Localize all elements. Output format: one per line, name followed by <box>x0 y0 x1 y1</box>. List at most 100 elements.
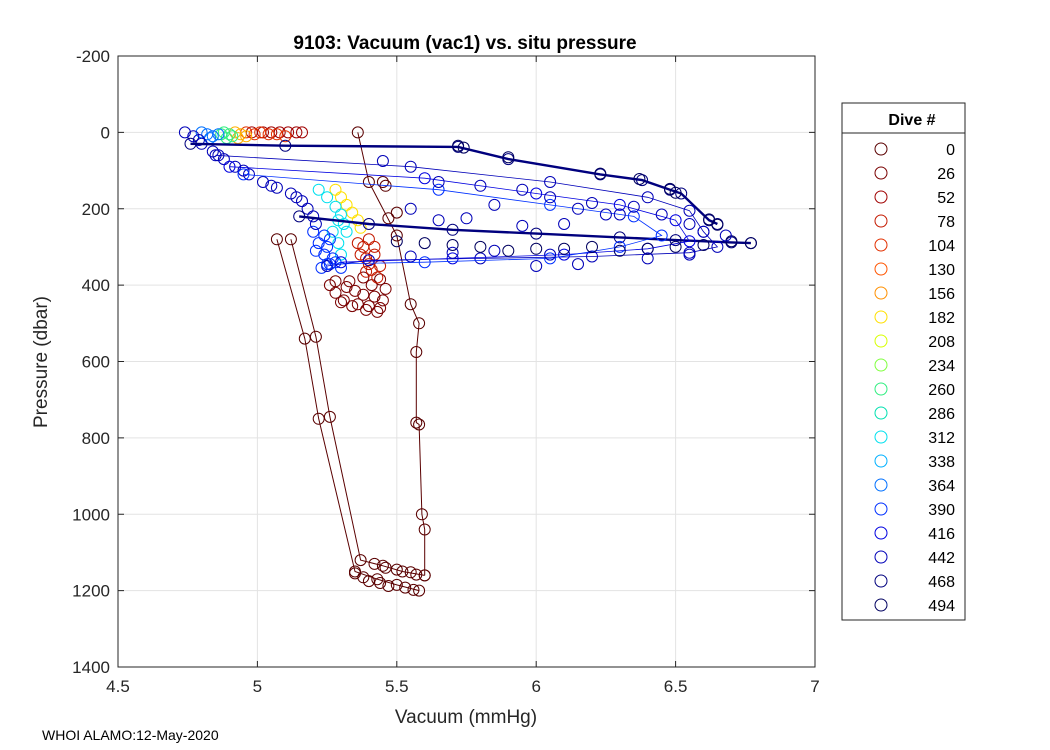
legend-marker <box>874 262 888 276</box>
legend-label: 156 <box>928 286 955 303</box>
data-point <box>655 229 668 242</box>
legend-marker <box>874 166 888 180</box>
data-point <box>371 573 384 586</box>
data-point <box>418 569 431 582</box>
data-point <box>613 208 626 221</box>
legend-marker <box>874 382 888 396</box>
data-point <box>382 212 395 225</box>
data-point <box>357 288 370 301</box>
data-point <box>613 244 626 257</box>
data-point <box>516 183 529 196</box>
data-point <box>711 240 724 253</box>
series <box>323 271 392 318</box>
data-point <box>530 227 543 240</box>
data-point <box>265 179 278 192</box>
data-point <box>296 126 308 139</box>
data-point <box>335 261 347 274</box>
data-point <box>351 126 364 139</box>
legend-marker <box>874 478 888 492</box>
data-point <box>502 244 515 257</box>
legend-label: 78 <box>937 214 955 231</box>
data-point <box>432 214 445 227</box>
data-point <box>683 204 696 217</box>
data-point <box>362 258 375 271</box>
legend-marker <box>874 142 888 156</box>
data-point <box>270 128 283 141</box>
y-tick-label: -200 <box>76 47 110 66</box>
legend-label: 130 <box>928 262 955 279</box>
data-point <box>460 212 473 225</box>
data-point <box>262 128 275 141</box>
data-point <box>351 214 364 227</box>
data-point <box>669 240 682 253</box>
series <box>349 176 423 596</box>
data-point <box>390 563 403 576</box>
series-layer <box>178 126 757 597</box>
data-point <box>362 300 375 313</box>
legend-marker <box>874 430 888 444</box>
data-point <box>410 346 423 358</box>
data-point <box>354 554 367 567</box>
data-point <box>257 176 269 188</box>
data-point <box>323 410 336 423</box>
data-point <box>407 583 420 596</box>
data-point <box>558 242 571 255</box>
x-tick-label: 7 <box>810 677 819 696</box>
y-tick-label: 1000 <box>72 505 110 524</box>
data-point <box>516 219 529 232</box>
legend-marker <box>874 454 888 468</box>
data-point <box>418 237 431 250</box>
data-point <box>354 248 367 261</box>
data-point <box>446 246 459 259</box>
data-point <box>321 258 334 271</box>
data-point <box>337 294 350 307</box>
data-point <box>404 202 417 215</box>
data-point <box>379 282 392 295</box>
data-point <box>558 248 571 261</box>
data-point <box>544 252 557 265</box>
data-point <box>312 183 325 196</box>
legend-label: 338 <box>928 454 955 471</box>
data-point <box>432 176 445 188</box>
data-point <box>379 561 392 574</box>
data-point <box>279 130 292 143</box>
data-point <box>683 235 696 248</box>
y-axis-label: Pressure (dbar) <box>31 296 52 428</box>
data-point <box>675 187 688 200</box>
series-line <box>276 239 420 592</box>
data-point <box>329 286 342 299</box>
data-point <box>418 172 431 185</box>
data-point <box>360 265 373 278</box>
legend-label: 52 <box>937 190 955 207</box>
data-point <box>418 256 431 269</box>
series <box>184 137 724 230</box>
data-point <box>212 128 225 141</box>
data-point <box>343 275 356 288</box>
data-point <box>309 330 322 343</box>
data-point <box>371 305 384 318</box>
data-point <box>711 218 724 231</box>
data-point <box>209 149 222 162</box>
series <box>351 126 431 582</box>
data-point <box>641 191 654 204</box>
data-point <box>376 176 389 188</box>
data-point <box>627 210 640 223</box>
data-point <box>399 581 412 594</box>
data-point <box>633 173 646 185</box>
y-tick-label: 0 <box>101 123 110 142</box>
legend: Dive # 0 26 52 78 104 130 156 182 208 234 260 286 31… <box>841 102 966 621</box>
legend-label: 104 <box>928 238 955 255</box>
data-point <box>446 252 459 265</box>
legend-marker <box>874 574 888 588</box>
legend-marker <box>874 598 888 612</box>
legend-title: Dive # <box>888 112 935 129</box>
data-point <box>362 254 375 267</box>
data-point <box>206 130 219 143</box>
data-point <box>293 210 306 223</box>
data-point <box>340 225 353 238</box>
data-point <box>376 155 389 167</box>
legend-label: 364 <box>928 478 955 495</box>
data-point <box>237 164 250 177</box>
data-point <box>184 137 197 150</box>
data-point <box>432 183 445 196</box>
